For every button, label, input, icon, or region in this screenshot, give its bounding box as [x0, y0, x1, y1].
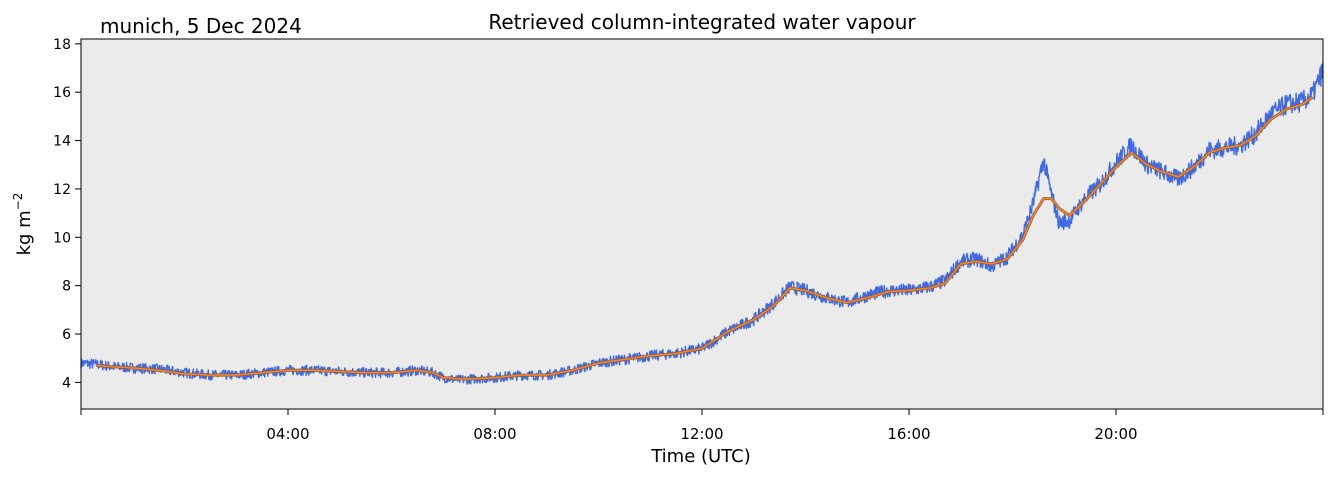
y-tick-label: 4: [62, 375, 71, 391]
x-tick-label: 12:00: [680, 425, 723, 443]
plot-background: [81, 39, 1323, 409]
x-tick-label: 16:00: [887, 425, 930, 443]
y-tick-label: 8: [62, 279, 71, 295]
x-tick-label: 20:00: [1094, 425, 1137, 443]
location-label: munich, 5 Dec 2024: [100, 14, 302, 38]
y-axis-label-base: kg m: [14, 210, 35, 255]
x-tick-label: 04:00: [266, 425, 309, 443]
x-axis-ticks: 04:00 08:00 12:00 16:00 20:00: [80, 409, 1324, 443]
y-tick-label: 16: [53, 85, 71, 101]
x-axis-label: Time (UTC): [650, 446, 751, 467]
smoothed-series-layer: [96, 95, 1314, 381]
smoothed-series-line: [96, 96, 1314, 380]
y-tick-label: 14: [53, 134, 71, 150]
y-tick-label: 10: [53, 230, 71, 246]
y-axis-label: kg m−2: [11, 193, 35, 256]
x-tick-label: 08:00: [473, 425, 516, 443]
y-axis-ticks: 4 6 8 10 12 14 16 18: [53, 37, 81, 391]
y-tick-label: 12: [53, 182, 71, 198]
y-tick-label: 18: [53, 37, 71, 53]
y-tick-label: 6: [62, 327, 71, 343]
y-axis-label-exponent: −2: [11, 193, 25, 211]
chart-title: Retrieved column-integrated water vapour: [488, 10, 916, 34]
